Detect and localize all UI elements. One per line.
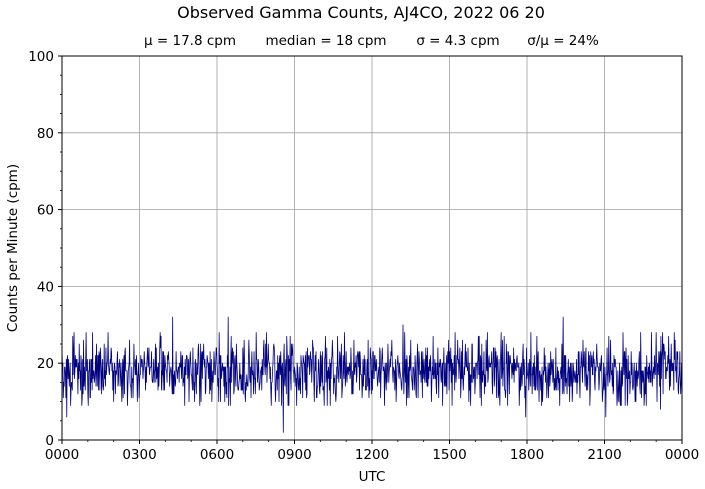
subtitle-ratio: σ/μ = 24% — [527, 33, 599, 49]
series-line — [61, 316, 683, 433]
y-tick-label: 0 — [45, 433, 54, 449]
series-group — [61, 316, 683, 433]
subtitle-sigma: σ = 4.3 cpm — [416, 33, 499, 49]
y-axis-label: Counts per Minute (cpm) — [5, 164, 21, 332]
subtitle-median: median = 18 cpm — [265, 33, 386, 49]
x-tick-label: 0300 — [122, 447, 156, 463]
x-tick-label: 1200 — [355, 447, 389, 463]
x-tick-label: 2100 — [587, 447, 621, 463]
x-tick-label: 1800 — [510, 447, 544, 463]
x-tick-label: 0900 — [277, 447, 311, 463]
y-axis: 0 20 40 60 80 100 — [28, 49, 62, 449]
x-tick-label: 0000 — [45, 447, 79, 463]
x-tick-label: 0000 — [665, 447, 699, 463]
chart-title: Observed Gamma Counts, AJ4CO, 2022 06 20 — [177, 3, 545, 22]
grid — [62, 56, 682, 440]
x-tick-label: 0600 — [200, 447, 234, 463]
y-tick-label: 80 — [37, 126, 54, 142]
y-tick-label: 20 — [37, 356, 54, 372]
y-tick-label: 60 — [37, 203, 54, 219]
subtitle-mean: μ = 17.8 cpm — [144, 33, 236, 49]
y-tick-label: 100 — [28, 49, 54, 65]
x-axis-label: UTC — [359, 469, 386, 485]
x-tick-label: 1500 — [432, 447, 466, 463]
y-tick-label: 40 — [37, 279, 54, 295]
x-axis: 0000 0300 0600 0900 1200 1500 1800 2100 0000 — [45, 440, 699, 463]
